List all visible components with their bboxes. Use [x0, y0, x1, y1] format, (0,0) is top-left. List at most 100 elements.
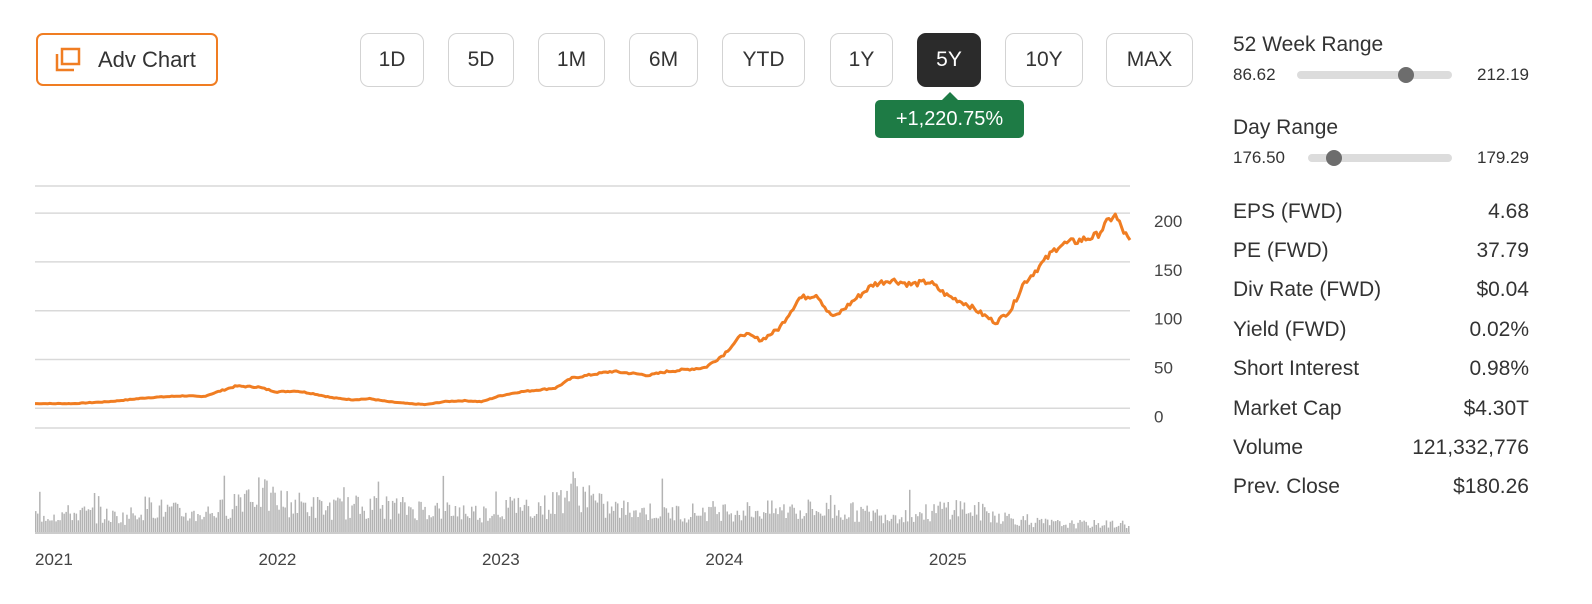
stat-row-short-interest: Short Interest 0.98% — [1233, 354, 1529, 384]
volume-bar — [179, 507, 181, 533]
volume-bar — [848, 517, 850, 533]
volume-bar — [988, 513, 990, 533]
volume-bar — [35, 511, 37, 533]
volume-bar — [414, 518, 416, 533]
volume-bar — [391, 500, 394, 533]
volume-bar — [566, 490, 568, 533]
volume-bar — [450, 516, 453, 533]
volume-bar — [1113, 527, 1116, 533]
volume-bar — [698, 515, 700, 533]
volume-bar — [1004, 512, 1006, 533]
volume-bar — [576, 486, 578, 533]
volume-bar — [994, 515, 996, 533]
volume-bar — [1038, 519, 1041, 533]
range-button-1d[interactable]: 1D — [360, 33, 424, 87]
volume-bar — [917, 516, 919, 533]
volume-bar — [754, 511, 757, 533]
volume-bar — [647, 520, 649, 533]
volume-bar — [1006, 515, 1008, 533]
volume-bar — [312, 497, 315, 533]
stat-row-market-cap: Market Cap $4.30T — [1233, 394, 1529, 424]
volume-bar — [909, 489, 911, 533]
volume-bar — [645, 514, 647, 533]
volume-bar — [975, 514, 978, 533]
volume-bar — [833, 504, 836, 533]
volume-bar — [331, 519, 333, 533]
range-button-ytd[interactable]: YTD — [722, 33, 805, 87]
volume-bar — [580, 512, 582, 533]
volume-bar — [264, 479, 266, 533]
volume-bar — [712, 501, 714, 533]
volume-bar — [71, 520, 73, 533]
range-button-10y[interactable]: 10Y — [1005, 33, 1083, 87]
week52-low: 86.62 — [1233, 65, 1276, 84]
volume-bar — [191, 511, 193, 533]
volume-bar — [937, 505, 939, 533]
volume-bar — [799, 510, 801, 533]
range-button-5y[interactable]: 5Y — [917, 33, 981, 87]
stat-label: Short Interest — [1233, 357, 1360, 380]
volume-bar — [381, 505, 384, 533]
volume-bar — [896, 523, 899, 533]
volume-bar — [783, 504, 785, 533]
range-button-5d[interactable]: 5D — [448, 33, 514, 87]
volume-bar — [779, 507, 781, 533]
volume-bar — [329, 502, 331, 533]
volume-bar — [229, 517, 232, 533]
volume-bar — [1081, 521, 1083, 533]
volume-bar — [614, 501, 617, 533]
volume-bar — [383, 518, 386, 533]
range-button-max[interactable]: MAX — [1106, 33, 1193, 87]
volume-bar — [288, 517, 290, 533]
volume-bar — [345, 519, 347, 533]
volume-bar — [142, 520, 144, 533]
x-tick-label: 2025 — [929, 550, 967, 569]
range-button-1y[interactable]: 1Y — [830, 33, 893, 87]
volume-bar — [742, 510, 745, 533]
volume-bar — [73, 512, 75, 533]
volume-bar — [570, 483, 572, 533]
volume-bar — [369, 498, 372, 533]
volume-bar — [807, 499, 810, 533]
volume-bar — [969, 512, 972, 533]
volume-bar — [144, 496, 146, 533]
volume-bar — [600, 493, 603, 533]
volume-bar — [410, 507, 412, 533]
volume-bar — [1071, 520, 1073, 533]
volume-bar — [475, 505, 477, 533]
volume-bar — [278, 509, 280, 533]
volume-bar — [714, 506, 716, 533]
volume-bar — [481, 522, 483, 533]
volume-bar — [134, 515, 136, 533]
volume-bar — [1121, 520, 1124, 533]
volume-bar — [103, 519, 106, 533]
volume-bar — [690, 517, 692, 533]
range-button-1m[interactable]: 1M — [538, 33, 605, 87]
volume-bar — [1024, 520, 1027, 533]
volume-bar — [667, 512, 670, 533]
volume-bar — [610, 506, 613, 533]
volume-bar — [130, 507, 132, 533]
stat-value: $0.04 — [1476, 278, 1529, 301]
volume-bar — [795, 513, 797, 533]
volume-bar — [878, 515, 881, 533]
volume-bar — [527, 506, 530, 533]
volume-bar — [333, 499, 335, 533]
volume-bar — [862, 508, 864, 533]
range-button-6m[interactable]: 6M — [629, 33, 698, 87]
volume-bar — [773, 513, 775, 533]
volume-bar — [716, 514, 718, 533]
volume-bar — [37, 513, 39, 533]
volume-bar — [432, 516, 434, 533]
volume-bar — [49, 520, 51, 533]
stat-value: $4.30T — [1463, 397, 1529, 420]
day-range-track — [1308, 150, 1452, 166]
volume-bar — [621, 508, 623, 533]
adv-chart-button[interactable]: Adv Chart — [36, 33, 218, 86]
volume-bar — [767, 500, 769, 533]
volume-bar — [677, 506, 680, 533]
volume-bar — [87, 509, 90, 533]
volume-bar — [436, 502, 438, 533]
volume-bar — [138, 517, 140, 533]
volume-bar — [316, 497, 319, 533]
